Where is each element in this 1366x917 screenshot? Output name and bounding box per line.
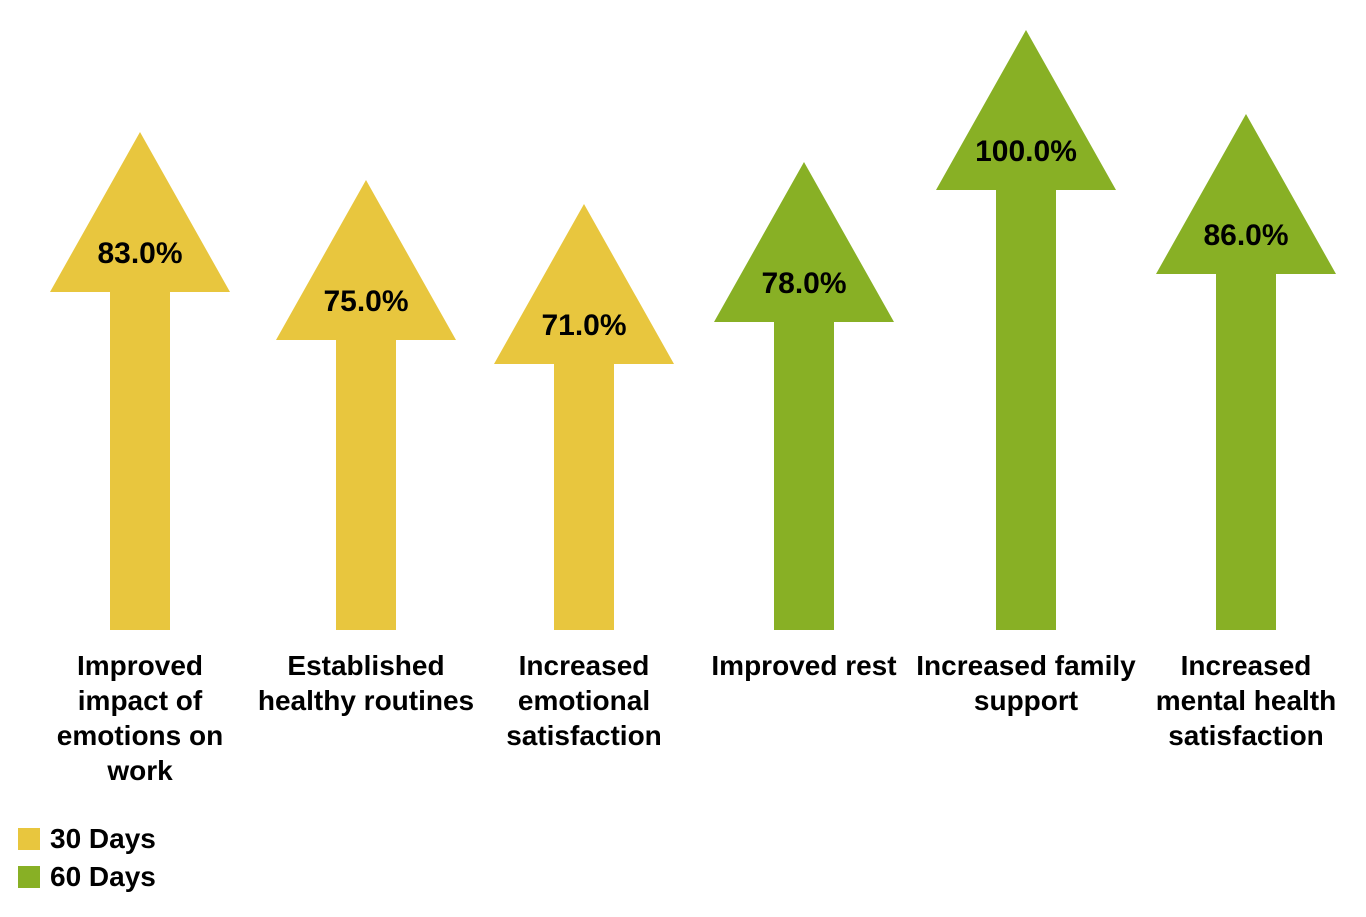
legend-label: 60 Days — [50, 861, 156, 893]
arrow-icon — [916, 30, 1136, 630]
arrow-item: 83.0% — [30, 132, 250, 630]
arrow-item: 71.0% — [474, 204, 694, 630]
legend-swatch — [18, 866, 40, 888]
arrow-value: 71.0% — [474, 309, 694, 343]
arrow-icon — [474, 204, 694, 630]
arrow-icon — [694, 162, 914, 630]
arrow-icon — [30, 132, 250, 630]
arrow-value: 83.0% — [30, 237, 250, 271]
arrow-value: 86.0% — [1136, 219, 1356, 253]
legend-label: 30 Days — [50, 823, 156, 855]
arrow-category-label: Increased mental health satisfaction — [1136, 648, 1356, 753]
arrow-value: 100.0% — [916, 135, 1136, 169]
arrow-value: 78.0% — [694, 267, 914, 301]
legend-swatch — [18, 828, 40, 850]
arrow-category-label: Established healthy routines — [256, 648, 476, 718]
arrow-icon — [1136, 114, 1356, 630]
arrow-item: 75.0% — [256, 180, 476, 630]
arrow-value: 75.0% — [256, 285, 476, 319]
arrow-category-label: Improved rest — [694, 648, 914, 683]
arrow-category-label: Increased emotional satisfaction — [474, 648, 694, 753]
arrow-item: 100.0% — [916, 30, 1136, 630]
infographic-chart: 83.0% Improved impact of emotions on work… — [0, 0, 1366, 917]
arrow-icon — [256, 180, 476, 630]
arrow-category-label: Increased family support — [916, 648, 1136, 718]
legend-item: 60 Days — [18, 861, 156, 893]
legend: 30 Days 60 Days — [18, 823, 156, 893]
arrow-item: 86.0% — [1136, 114, 1356, 630]
arrow-item: 78.0% — [694, 162, 914, 630]
legend-item: 30 Days — [18, 823, 156, 855]
arrow-category-label: Improved impact of emotions on work — [30, 648, 250, 788]
